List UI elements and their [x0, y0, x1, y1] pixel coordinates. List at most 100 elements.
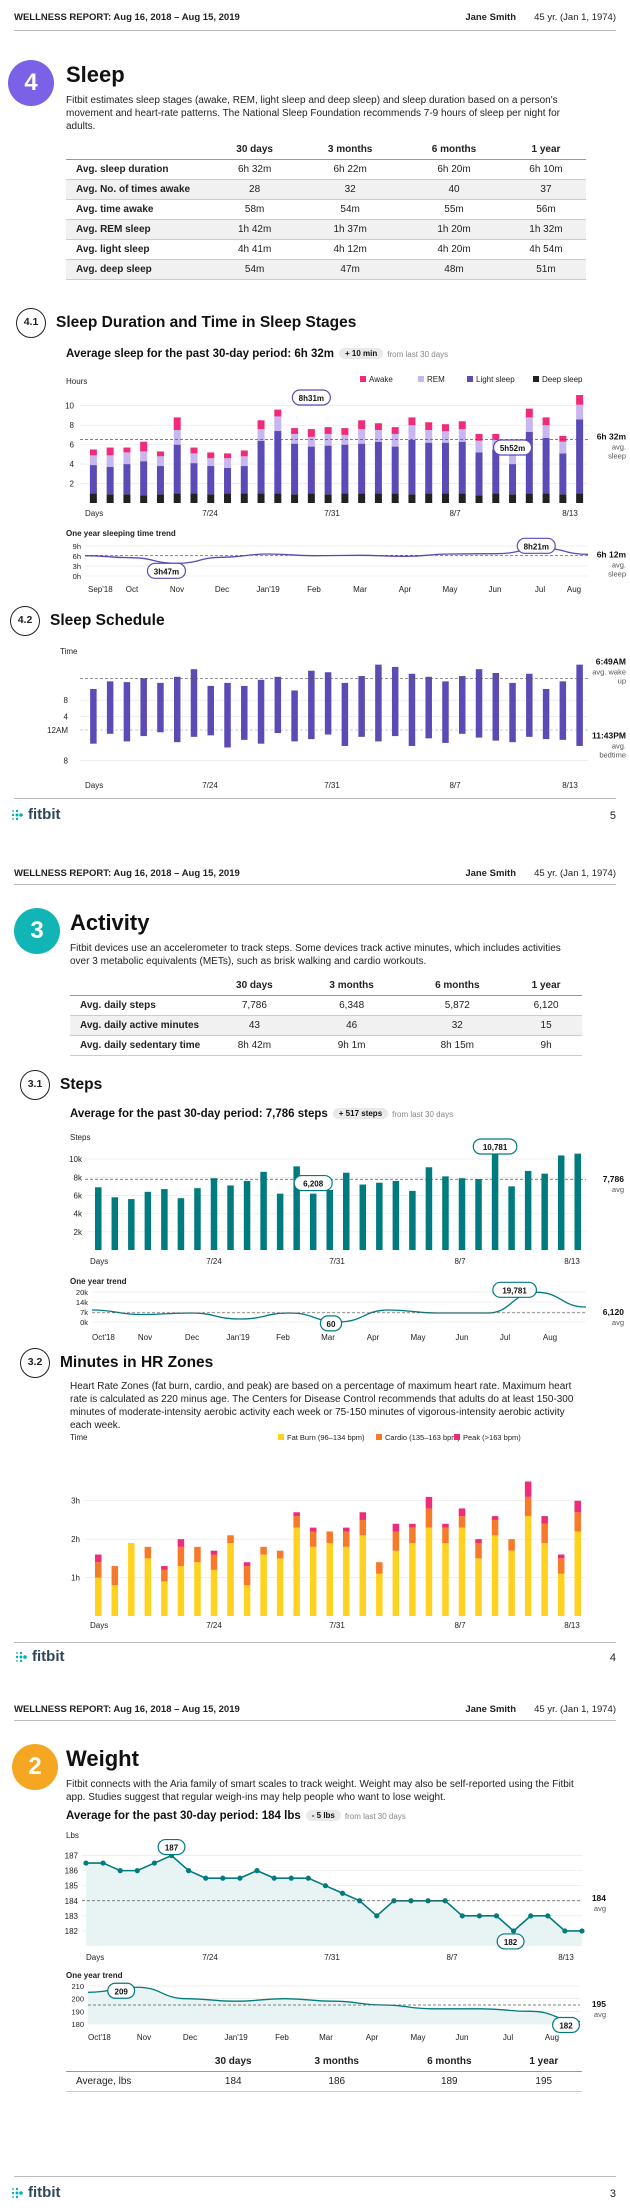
- table-row: Average, lbs 184 186 189 195: [66, 2071, 582, 2092]
- sleep-bar-deep-sleep: [240, 493, 248, 503]
- trend-max-callout: 19,781: [502, 1286, 527, 1295]
- table-header: 3 months: [298, 976, 405, 996]
- cell: 4h 41m: [211, 239, 299, 260]
- cell: 6h 32m: [211, 159, 299, 180]
- header-divider: [14, 1720, 616, 1721]
- y-axis-title: Time: [70, 1433, 88, 1442]
- hr-zone-bar: [128, 1543, 135, 1616]
- schedule-bar: [375, 664, 382, 742]
- steps-bar: [144, 1191, 152, 1250]
- sleep-bar-awake: [274, 409, 282, 417]
- fitbit-logo: fitbit: [10, 806, 60, 823]
- trend-max-callout-bubble: [107, 1982, 136, 1999]
- header-divider: [14, 30, 616, 31]
- cell: 4h 12m: [298, 239, 403, 260]
- x-tick-label: Apr: [399, 585, 412, 594]
- sleep-bar-light-sleep: [441, 442, 449, 494]
- trend-min-callout-bubble: [319, 1315, 343, 1332]
- sleep-bar-light-sleep: [89, 465, 97, 494]
- schedule-bar: [291, 690, 298, 742]
- subsection-title: Steps: [60, 1076, 103, 1093]
- cell: 6h 10m: [505, 159, 586, 180]
- x-tick-label: Days: [86, 1953, 104, 1962]
- sleep-bar-light-sleep: [425, 442, 433, 494]
- max-callout-bubble: [472, 1138, 518, 1155]
- sleep-average-line: Average sleep for the past 30-day period…: [66, 348, 448, 360]
- y-tick-label: 3h: [71, 1497, 80, 1506]
- hr-zone-bar: [376, 1562, 383, 1574]
- trend-title: One year trend: [66, 1971, 123, 1980]
- subsection-number: 4.2: [10, 606, 40, 636]
- report-title: WELLNESS REPORT: Aug 16, 2018 – Aug 15, …: [14, 868, 240, 879]
- sleep-bar-awake: [458, 421, 466, 430]
- footer-divider: [14, 1642, 616, 1643]
- weight-point: [459, 1913, 465, 1919]
- steps-bar: [425, 1167, 433, 1250]
- trend-title: One year trend: [70, 1277, 127, 1286]
- hr-zone-bar: [161, 1566, 168, 1570]
- section-title: Sleep: [66, 62, 125, 87]
- sleep-bar-awake: [240, 450, 248, 457]
- sleep-bar-rem: [391, 433, 399, 447]
- schedule-bar: [475, 669, 483, 738]
- patient-age: 45 yr. (Jan 1, 1974): [534, 868, 616, 879]
- sleep-bar-rem: [274, 416, 282, 432]
- row-label: Avg. daily steps: [70, 995, 210, 1016]
- logo-text: fitbit: [28, 806, 61, 823]
- subsection-header: 4.2 Sleep Schedule: [10, 606, 165, 636]
- y-tick-label: 186: [65, 1867, 79, 1876]
- sleep-bar-deep-sleep: [441, 493, 449, 503]
- sleep-bar-deep-sleep: [274, 493, 282, 503]
- row-label: Avg. daily active minutes: [70, 1015, 210, 1036]
- hr-zone-bar: [392, 1550, 400, 1616]
- avg-sub-label: avg: [594, 1904, 606, 1913]
- x-tick-label: Mar: [319, 2033, 333, 2042]
- hr-zone-bar: [194, 1546, 201, 1563]
- cell: 58m: [211, 199, 299, 220]
- cell: 1h 32m: [505, 219, 586, 240]
- cell: 32: [298, 179, 403, 200]
- sleep-bar-awake: [156, 451, 164, 457]
- trend-min-callout: 3h47m: [154, 567, 179, 576]
- weight-trend-chart: One year trend 210 200 190 180 209 182 Oct'18 No…: [66, 1971, 606, 2042]
- cell: 6h 20m: [402, 159, 506, 180]
- x-tick-label: Feb: [307, 585, 321, 594]
- steps-bar: [442, 1176, 449, 1250]
- cell: 1h 20m: [402, 219, 506, 240]
- x-tick-label: 7/24: [202, 1953, 218, 1962]
- trend-max-callout-bubble: [492, 1281, 537, 1298]
- max-callout: 8h31m: [299, 394, 324, 403]
- min-callout: 182: [504, 1938, 518, 1947]
- sleep-bar-deep-sleep: [106, 494, 114, 503]
- sleep-bar-light-sleep: [324, 445, 332, 495]
- sleep-bar-light-sleep: [576, 419, 584, 494]
- legend-swatch: [278, 1434, 284, 1440]
- table-header: 30 days: [186, 2052, 281, 2072]
- sleep-bar-deep-sleep: [291, 494, 299, 503]
- steps-bar: [210, 1178, 218, 1250]
- sleep-bar-awake: [257, 420, 265, 430]
- schedule-bar: [257, 679, 265, 744]
- hr-zone-bar: [144, 1558, 152, 1616]
- sleep-bar-rem: [207, 458, 215, 467]
- section-title: Activity: [70, 910, 150, 935]
- x-tick-label: May: [410, 1333, 425, 1342]
- cell: 56m: [505, 199, 586, 220]
- y-tick-label: 8: [64, 696, 69, 705]
- cell: 47m: [298, 259, 403, 280]
- hr-zone-bar: [210, 1550, 218, 1555]
- sleep-bar-deep-sleep: [358, 493, 366, 503]
- legend-swatch: [360, 376, 366, 382]
- change-note: from last 30 days: [392, 1110, 454, 1119]
- sleep-bar-deep-sleep: [257, 493, 265, 503]
- steps-bar: [111, 1197, 119, 1250]
- x-tick-label: Feb: [275, 2033, 289, 2042]
- sleep-bar-light-sleep: [207, 466, 215, 495]
- x-tick-label: 8/7: [454, 1621, 466, 1630]
- sleep-bar-deep-sleep: [576, 493, 584, 503]
- table-row: Avg. daily active minutes 43 46 32 15: [70, 1015, 582, 1036]
- y-tick-label: 1h: [71, 1574, 80, 1583]
- x-tick-label: Aug: [545, 2033, 559, 2042]
- table-header: 6 months: [393, 2052, 506, 2072]
